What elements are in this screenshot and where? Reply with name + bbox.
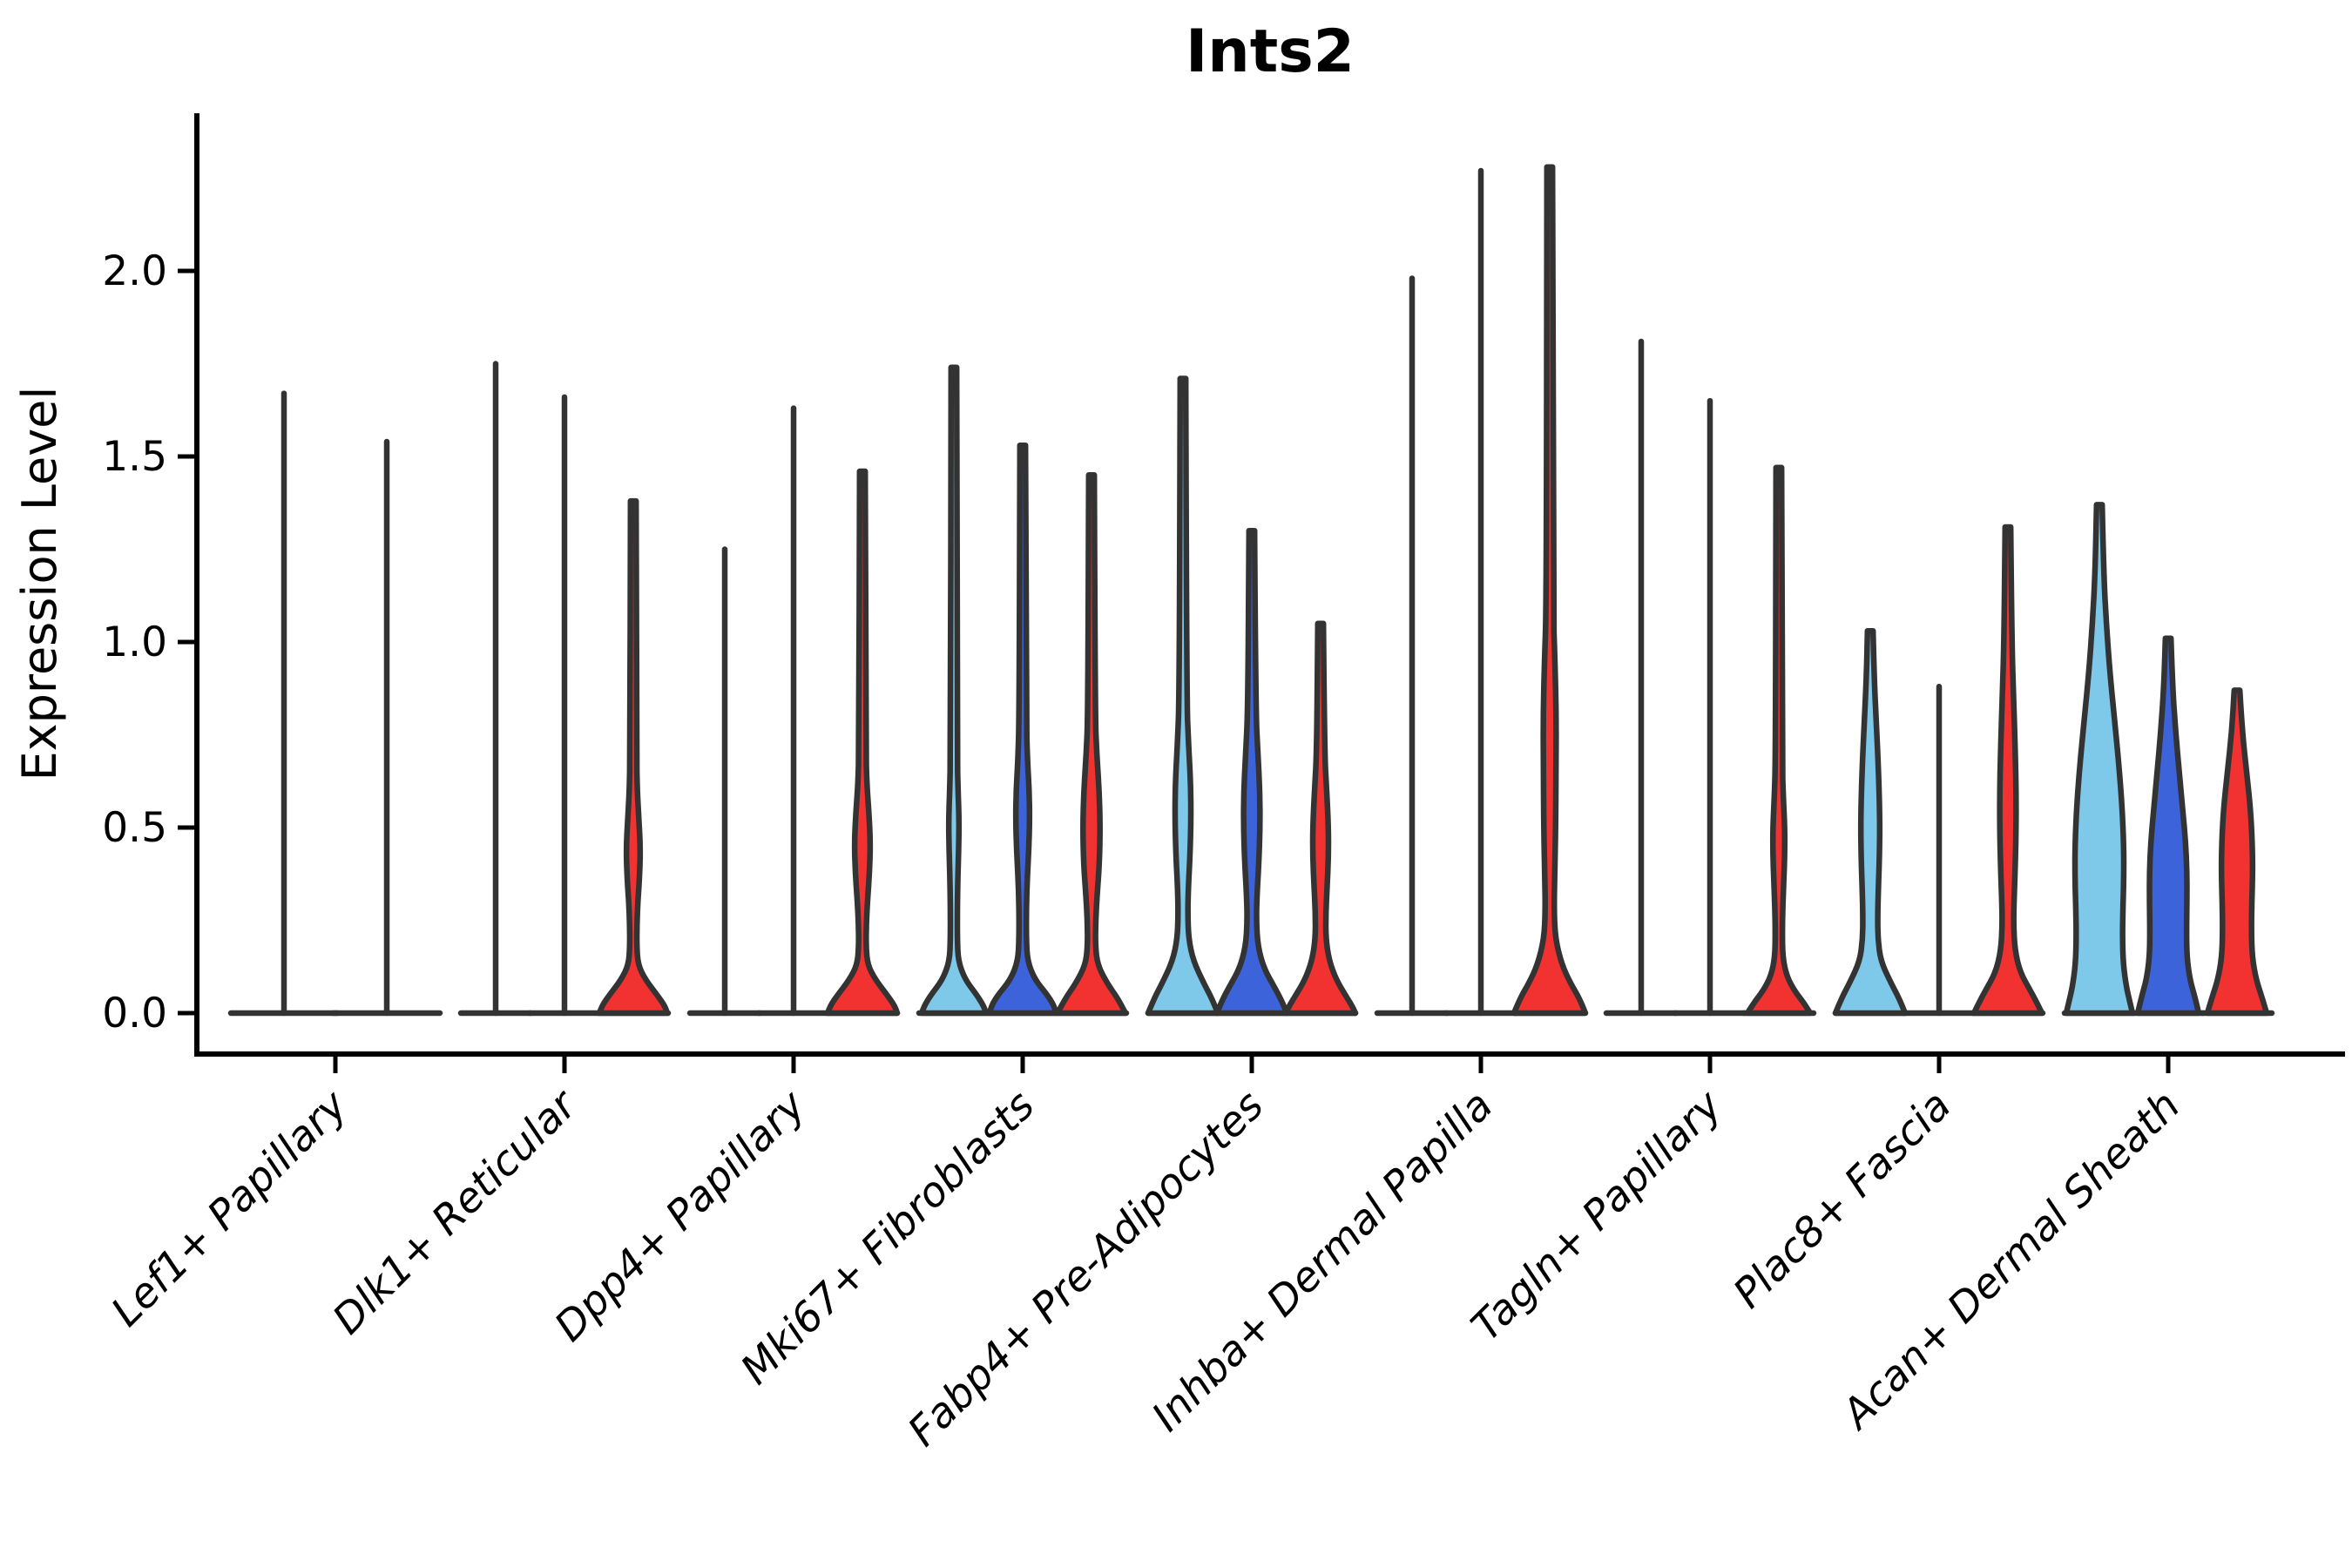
x-tick-label: Dpp4+ Papillary <box>545 1081 815 1351</box>
violin-light_blue <box>918 364 990 1017</box>
violin-red <box>1744 464 1814 1017</box>
y-axis-label: Expression Level <box>12 387 67 781</box>
violin-red <box>1970 524 2045 1017</box>
violin-dark_blue <box>986 442 1059 1017</box>
y-tick-label: 1.5 <box>102 433 167 481</box>
violin-light_blue <box>2063 502 2136 1017</box>
violin-red <box>824 468 901 1017</box>
violin-light_blue <box>1145 375 1221 1017</box>
y-tick-label: 1.0 <box>102 618 167 666</box>
violin-dark_blue <box>1213 527 1290 1017</box>
x-tick-label: Plac8+ Fascia <box>1724 1082 1960 1318</box>
chart-title: Ints2 <box>1186 17 1355 86</box>
y-tick-label: 0.0 <box>102 990 167 1037</box>
violin-red <box>596 497 671 1017</box>
violin-red <box>1282 620 1359 1017</box>
violin-red <box>2204 687 2270 1017</box>
violin-dark_blue <box>2134 635 2202 1017</box>
violin-red <box>1054 472 1129 1017</box>
x-tick-label: Dlk1+ Reticular <box>324 1080 588 1344</box>
x-tick-label: Lef1+ Papillary <box>102 1081 357 1336</box>
violin-red <box>1511 164 1589 1017</box>
violin-light_blue <box>1832 627 1909 1017</box>
x-tick-label: Tagln+ Papillary <box>1463 1081 1733 1351</box>
y-tick-label: 0.5 <box>102 804 167 852</box>
y-tick-label: 2.0 <box>102 247 167 295</box>
